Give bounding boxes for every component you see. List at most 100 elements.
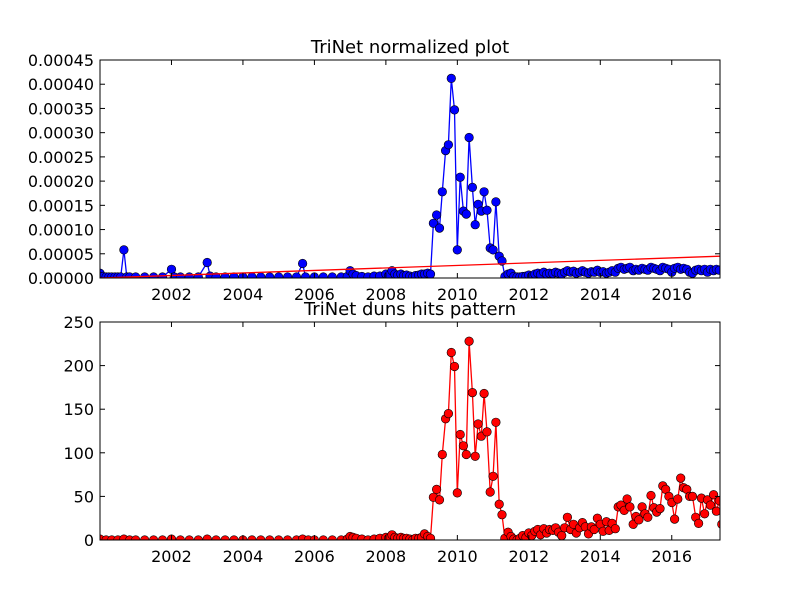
data-point	[428, 218, 439, 228]
data-point	[283, 272, 293, 278]
data-point	[491, 197, 501, 207]
data-point	[437, 187, 447, 197]
data-point	[610, 524, 620, 534]
data-point	[458, 441, 469, 451]
y-tick-label: 0.00015	[28, 196, 94, 215]
data-point	[166, 264, 177, 274]
data-point	[327, 535, 337, 540]
x-tick-label: 2014	[580, 285, 621, 304]
data-point	[265, 535, 275, 540]
data-point	[491, 417, 501, 427]
data-point	[220, 535, 230, 540]
data-point	[327, 272, 337, 278]
data-point	[140, 535, 150, 540]
data-point	[119, 245, 129, 255]
y-tick-label: 0.00030	[28, 124, 94, 143]
data-point	[157, 272, 168, 278]
y-tick-label: 0.00010	[28, 221, 94, 240]
chart-title: TriNet duns hits pattern	[303, 299, 516, 320]
data-point	[470, 220, 480, 230]
y-tick-label: 250	[63, 313, 94, 332]
duns-hits-chart: TriNet duns hits pattern 2002 2004 2006 200…	[63, 299, 721, 566]
data-point	[643, 512, 653, 522]
y-tick-label: 0.00020	[28, 172, 94, 191]
data-point	[461, 449, 471, 460]
data-point	[479, 388, 489, 399]
data-point	[717, 520, 720, 529]
data-point	[265, 272, 275, 278]
data-point	[247, 272, 257, 278]
data-point	[229, 535, 239, 540]
data-point	[464, 132, 474, 143]
data-point	[300, 272, 311, 278]
data-point	[470, 451, 480, 461]
data-point	[467, 388, 478, 398]
data-point	[432, 210, 442, 220]
y-tick-label: 0.00040	[28, 75, 94, 94]
y-tick-label: 50	[74, 487, 94, 506]
data-point	[634, 515, 644, 525]
data-point	[589, 524, 599, 535]
data-point	[646, 490, 656, 501]
data-point	[434, 223, 445, 233]
data-point	[149, 535, 159, 540]
data-point	[202, 534, 212, 540]
data-point	[488, 245, 498, 255]
data-point	[622, 494, 632, 504]
x-tick-label: 2016	[651, 547, 692, 566]
data-point	[443, 409, 454, 419]
data-point	[714, 496, 720, 506]
data-point	[452, 245, 462, 255]
data-point	[184, 272, 194, 278]
x-tick-label: 2002	[151, 547, 192, 566]
data-point	[184, 535, 194, 540]
data-point	[705, 500, 716, 510]
axis-frame	[99, 321, 721, 541]
data-point	[467, 182, 478, 192]
data-point	[482, 205, 492, 215]
data-point	[711, 506, 720, 516]
y-tick-label: 200	[63, 357, 94, 376]
data-point	[557, 531, 567, 540]
data-point	[455, 172, 465, 182]
data-point	[131, 535, 141, 540]
x-tick-label: 2016	[651, 285, 692, 304]
data-point	[699, 509, 710, 519]
x-tick-label: 2002	[151, 285, 192, 304]
data-point	[693, 518, 704, 529]
data-point	[298, 258, 308, 269]
data-point	[473, 419, 483, 429]
data-point	[211, 535, 221, 540]
data-point	[482, 427, 492, 437]
data-point	[432, 484, 442, 495]
data-point	[673, 494, 683, 504]
x-tick-label: 2012	[508, 547, 549, 566]
series-line	[100, 78, 720, 278]
data-point	[687, 491, 698, 502]
x-tick-label: 2004	[223, 547, 264, 566]
plot-area	[100, 336, 720, 540]
data-point	[425, 533, 436, 540]
data-point	[256, 535, 266, 540]
data-point	[274, 272, 284, 278]
data-point	[157, 535, 168, 540]
x-tick-label: 2010	[437, 547, 478, 566]
y-tick-label: 0.00035	[28, 99, 94, 118]
data-point	[488, 471, 498, 481]
y-tick-label: 0.00000	[28, 269, 94, 288]
y-tick-label: 0.00025	[28, 148, 94, 167]
data-point	[446, 347, 456, 358]
data-point	[175, 272, 185, 278]
data-point	[443, 140, 454, 150]
data-point	[274, 535, 284, 540]
data-point	[676, 473, 686, 483]
y-tick-label: 0.00045	[28, 51, 94, 70]
x-tick-label: 2010	[437, 285, 478, 304]
trend-line	[100, 255, 720, 278]
normalized-plot-chart: TriNet normalized plot 2002 2004 2006 2008 2…	[28, 37, 721, 304]
data-point	[479, 187, 489, 197]
data-point	[318, 272, 328, 278]
x-tick-label: 2012	[508, 285, 549, 304]
data-point	[714, 265, 720, 275]
